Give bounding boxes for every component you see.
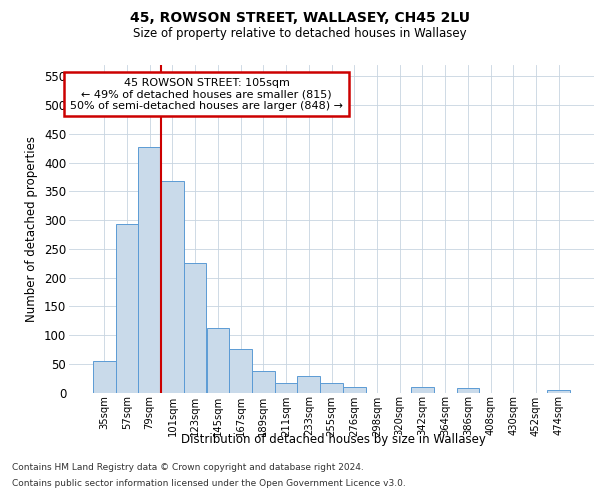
Text: 45, ROWSON STREET, WALLASEY, CH45 2LU: 45, ROWSON STREET, WALLASEY, CH45 2LU	[130, 12, 470, 26]
Bar	[116, 224, 139, 392]
Bar	[252, 370, 275, 392]
Bar	[547, 390, 570, 392]
Bar	[457, 388, 479, 392]
Bar	[161, 181, 184, 392]
Bar	[275, 382, 298, 392]
Text: Distribution of detached houses by size in Wallasey: Distribution of detached houses by size …	[181, 432, 485, 446]
Bar	[139, 146, 161, 392]
Bar	[229, 350, 252, 393]
Bar	[93, 361, 116, 392]
Bar	[320, 384, 343, 392]
Text: Size of property relative to detached houses in Wallasey: Size of property relative to detached ho…	[133, 28, 467, 40]
Bar	[184, 263, 206, 392]
Text: 45 ROWSON STREET: 105sqm
← 49% of detached houses are smaller (815)
50% of semi-: 45 ROWSON STREET: 105sqm ← 49% of detach…	[70, 78, 343, 111]
Bar	[298, 376, 320, 392]
Text: Contains public sector information licensed under the Open Government Licence v3: Contains public sector information licen…	[12, 478, 406, 488]
Bar	[206, 328, 229, 392]
Bar	[343, 387, 365, 392]
Y-axis label: Number of detached properties: Number of detached properties	[25, 136, 38, 322]
Text: Contains HM Land Registry data © Crown copyright and database right 2024.: Contains HM Land Registry data © Crown c…	[12, 464, 364, 472]
Bar	[411, 387, 434, 392]
